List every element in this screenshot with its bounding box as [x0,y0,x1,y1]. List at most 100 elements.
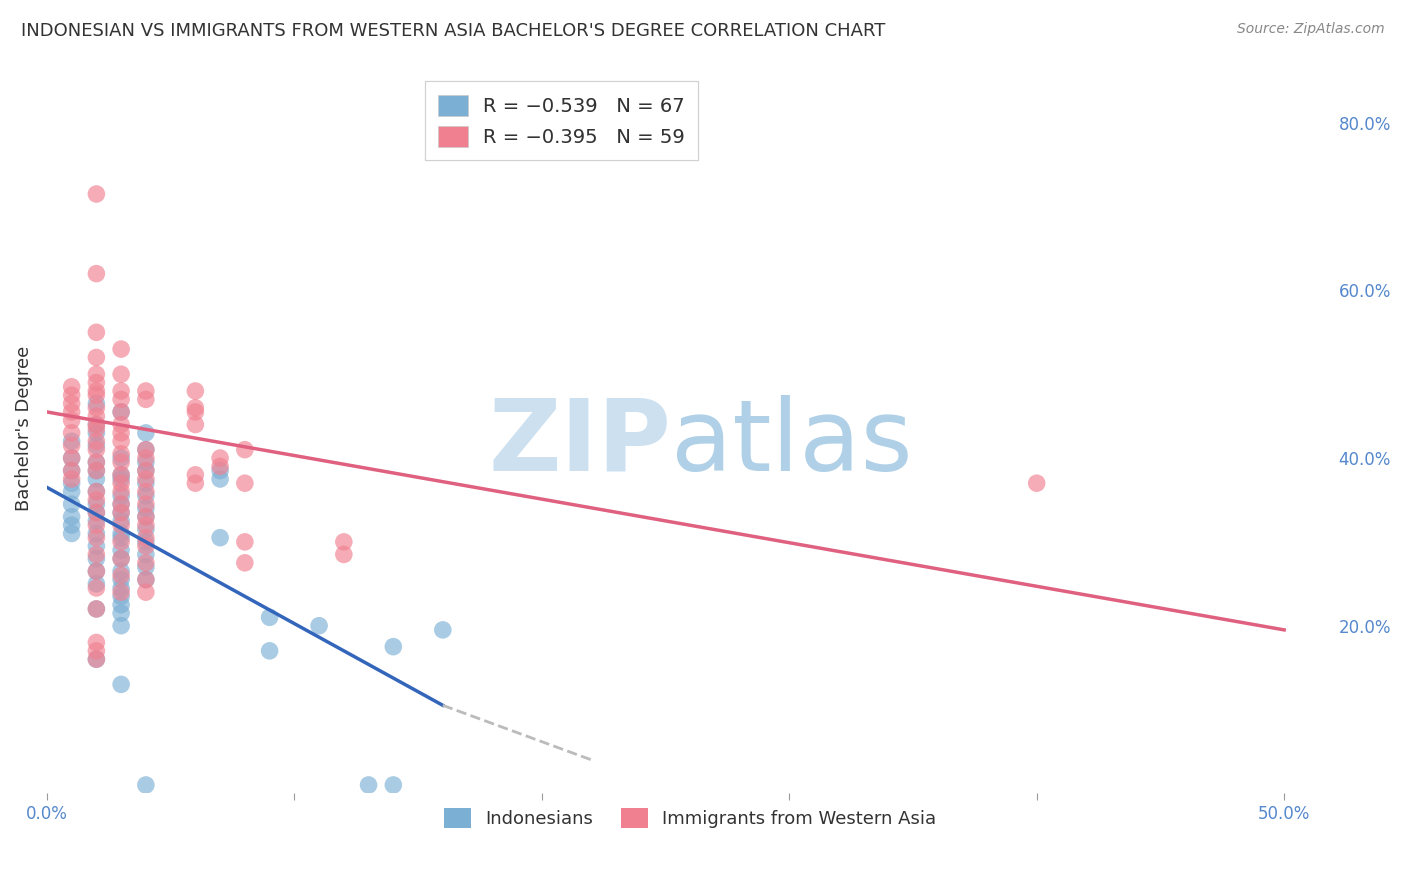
Point [86,267,108,281]
Point [60,425,83,440]
Point [432,623,454,637]
Point [110,551,132,566]
Point [86,506,108,520]
Point [135,442,157,457]
Point [110,342,132,356]
Point [86,464,108,478]
Point [60,434,83,449]
Point [110,564,132,578]
Point [110,531,132,545]
Point [259,610,281,624]
Point [135,384,157,398]
Point [135,585,157,599]
Point [110,534,132,549]
Point [110,526,132,541]
Point [135,539,157,553]
Point [86,326,108,340]
Point [60,405,83,419]
Point [135,484,157,499]
Point [86,518,108,533]
Point [86,417,108,432]
Point [60,518,83,533]
Point [233,476,256,491]
Point [135,451,157,466]
Point [233,442,256,457]
Legend: Indonesians, Immigrants from Western Asia: Indonesians, Immigrants from Western Asi… [437,801,943,836]
Point [135,464,157,478]
Point [135,556,157,570]
Point [184,476,207,491]
Point [135,425,157,440]
Point [209,459,232,474]
Point [110,618,132,632]
Point [86,422,108,436]
Point [60,451,83,466]
Point [60,438,83,452]
Point [86,186,108,201]
Point [135,560,157,574]
Point [86,417,108,432]
Point [86,484,108,499]
Point [60,464,83,478]
Point [233,556,256,570]
Point [110,467,132,482]
Point [135,531,157,545]
Point [184,417,207,432]
Point [110,405,132,419]
Point [86,384,108,398]
Point [110,425,132,440]
Point [382,640,405,654]
Point [86,388,108,402]
Point [110,598,132,612]
Point [86,539,108,553]
Point [86,376,108,390]
Point [60,497,83,511]
Point [233,534,256,549]
Point [135,501,157,516]
Point [110,417,132,432]
Point [110,405,132,419]
Point [135,392,157,407]
Point [86,438,108,452]
Point [86,506,108,520]
Point [110,434,132,449]
Point [333,534,356,549]
Point [86,564,108,578]
Point [86,531,108,545]
Point [110,476,132,491]
Point [86,464,108,478]
Point [110,489,132,503]
Point [60,380,83,394]
Point [110,506,132,520]
Point [86,434,108,449]
Point [209,472,232,486]
Point [86,425,108,440]
Point [382,778,405,792]
Point [135,573,157,587]
Point [357,778,380,792]
Point [60,484,83,499]
Point [135,489,157,503]
Point [110,677,132,691]
Point [135,534,157,549]
Point [86,455,108,469]
Point [60,413,83,427]
Point [86,581,108,595]
Point [86,548,108,562]
Point [60,464,83,478]
Point [86,492,108,507]
Point [110,551,132,566]
Point [110,451,132,466]
Point [110,455,132,469]
Point [184,405,207,419]
Point [110,585,132,599]
Point [60,526,83,541]
Point [135,497,157,511]
Point [110,368,132,382]
Point [259,644,281,658]
Point [60,472,83,486]
Point [110,497,132,511]
Point [333,548,356,562]
Point [135,442,157,457]
Point [86,576,108,591]
